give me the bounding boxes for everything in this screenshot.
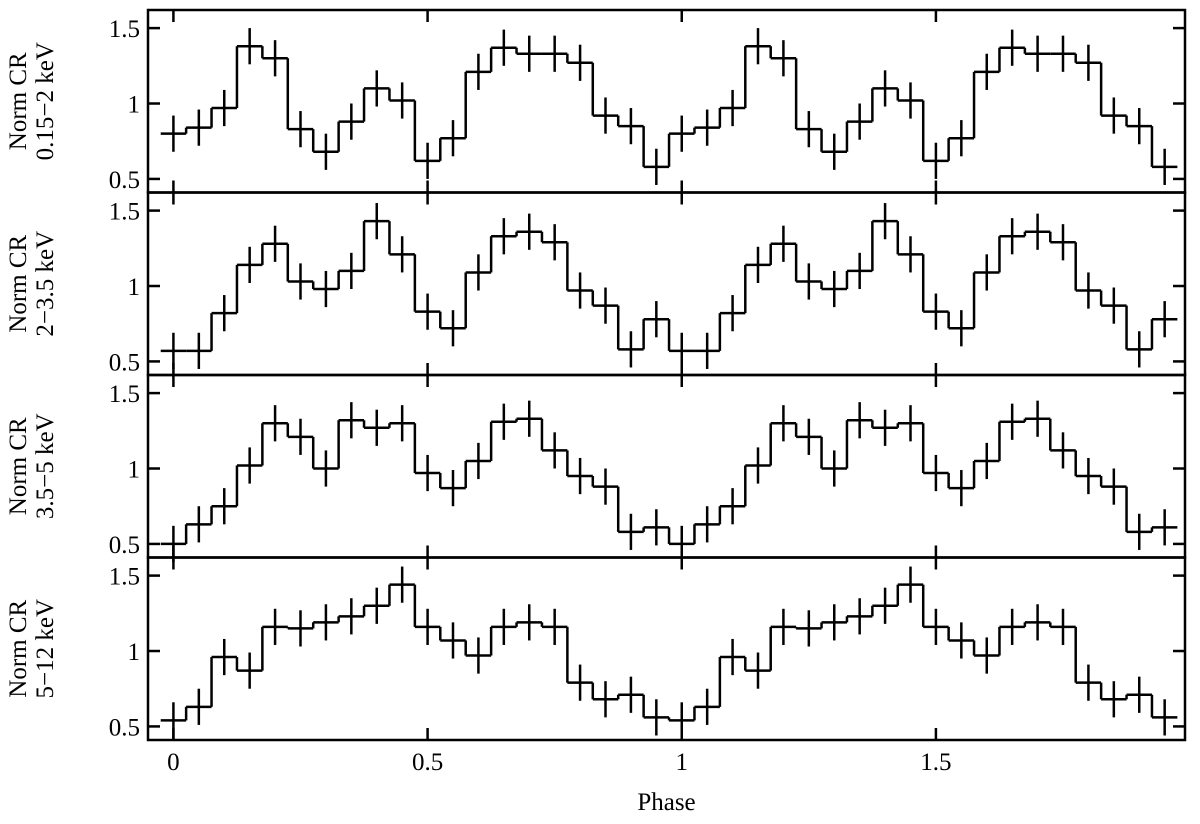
y-tick-label: 1.5	[109, 564, 140, 591]
y-tick-label: 1	[128, 639, 141, 666]
y-tick-label: 0.5	[109, 714, 140, 741]
y-tick-label: 0.5	[109, 349, 140, 376]
y-axis-label: Norm CR	[5, 599, 32, 697]
y-axis-label: 2−3.5 keV	[32, 231, 59, 337]
y-axis-label: 5−12 keV	[32, 599, 59, 699]
panel-frame	[146, 373, 1187, 559]
y-axis-label: Norm CR	[5, 417, 32, 515]
x-tick-label: 1	[676, 749, 689, 776]
y-axis-label: Norm CR	[5, 52, 32, 150]
y-tick-label: 1.5	[109, 16, 140, 43]
y-tick-label: 1.5	[109, 199, 140, 226]
y-axis-label: 3.5−5 keV	[32, 413, 59, 519]
x-tick-label: 0.5	[412, 749, 443, 776]
panel-frame	[146, 191, 1187, 377]
x-tick-label: 0	[167, 749, 180, 776]
panel-frame	[146, 556, 1187, 742]
y-tick-label: 1	[128, 92, 141, 119]
y-tick-label: 1.5	[109, 381, 140, 408]
y-axis-label: Norm CR	[5, 234, 32, 332]
y-tick-label: 0.5	[109, 532, 140, 559]
y-axis-label: 0.15−2 keV	[32, 42, 59, 160]
panel-frame	[146, 8, 1187, 194]
x-tick-label: 1.5	[920, 749, 951, 776]
y-tick-label: 1	[128, 457, 141, 484]
y-tick-label: 0.5	[109, 167, 140, 194]
y-tick-label: 1	[128, 274, 141, 301]
x-axis-label: Phase	[637, 789, 695, 816]
